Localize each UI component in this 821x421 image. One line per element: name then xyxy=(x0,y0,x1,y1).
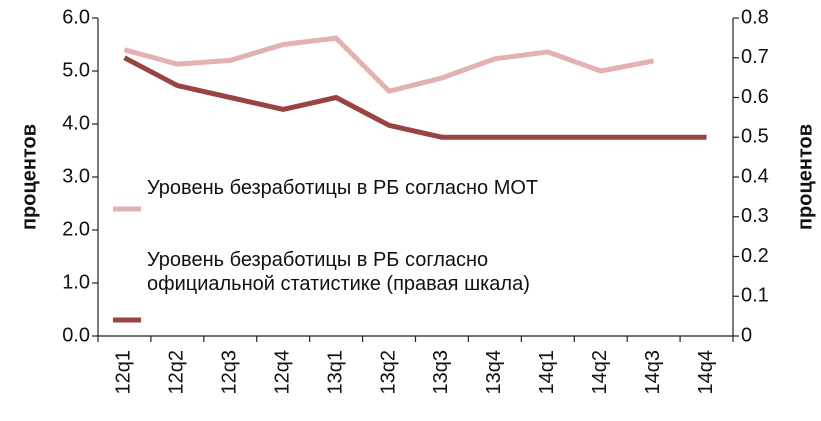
y2-tick-label: 0.8 xyxy=(741,6,769,28)
x-tick-label: 14q2 xyxy=(589,350,611,395)
y-tick-label: 2.0 xyxy=(62,218,90,240)
y-tick-label: 5.0 xyxy=(62,59,90,81)
y2-tick-label: 0.6 xyxy=(741,86,769,108)
y-tick-label: 1.0 xyxy=(62,271,90,293)
x-tick-label: 14q1 xyxy=(536,350,558,395)
x-tick-label: 13q1 xyxy=(324,350,346,395)
series-line xyxy=(123,35,655,94)
y2-tick-label: 0 xyxy=(741,324,752,346)
y-tick-label: 3.0 xyxy=(62,165,90,187)
legend-label: Уровень безработицы в РБ согласно МОТ xyxy=(147,177,538,199)
y2-tick-label: 0.7 xyxy=(741,46,769,68)
x-tick-label: 13q4 xyxy=(483,350,505,395)
legend-line: Уровень безработицы в РБ согласно МОТ xyxy=(147,177,538,199)
y2-tick-label: 0.3 xyxy=(741,205,769,227)
y2-tick-label: 0.5 xyxy=(741,126,769,148)
series-line xyxy=(123,55,707,140)
y2-axis-label: процентов xyxy=(794,124,816,230)
y2-tick-label: 0.2 xyxy=(741,245,769,267)
x-tick-label: 12q1 xyxy=(113,350,135,395)
x-tick-label: 13q3 xyxy=(430,350,452,395)
y-tick-label: 4.0 xyxy=(62,112,90,134)
x-tick-label: 13q2 xyxy=(377,350,399,395)
y-tick-label: 0.0 xyxy=(62,324,90,346)
y2-tick-label: 0.1 xyxy=(741,285,769,307)
x-tick-label: 12q4 xyxy=(271,350,293,395)
legend-label: Уровень безработицы в РБ согласно официал… xyxy=(147,249,530,295)
x-tick-label: 12q3 xyxy=(219,350,241,395)
legend-line: официальной статистике (правая шкала) xyxy=(147,273,530,295)
legend-line: Уровень безработицы в РБ согласно xyxy=(147,249,488,271)
y-axis-label: процентов xyxy=(18,124,40,230)
y2-tick-label: 0.4 xyxy=(741,165,769,187)
x-tick-label: 14q4 xyxy=(695,350,717,395)
y-tick-label: 6.0 xyxy=(62,6,90,28)
x-tick-label: 12q2 xyxy=(166,350,188,395)
x-tick-label: 14q3 xyxy=(642,350,664,395)
